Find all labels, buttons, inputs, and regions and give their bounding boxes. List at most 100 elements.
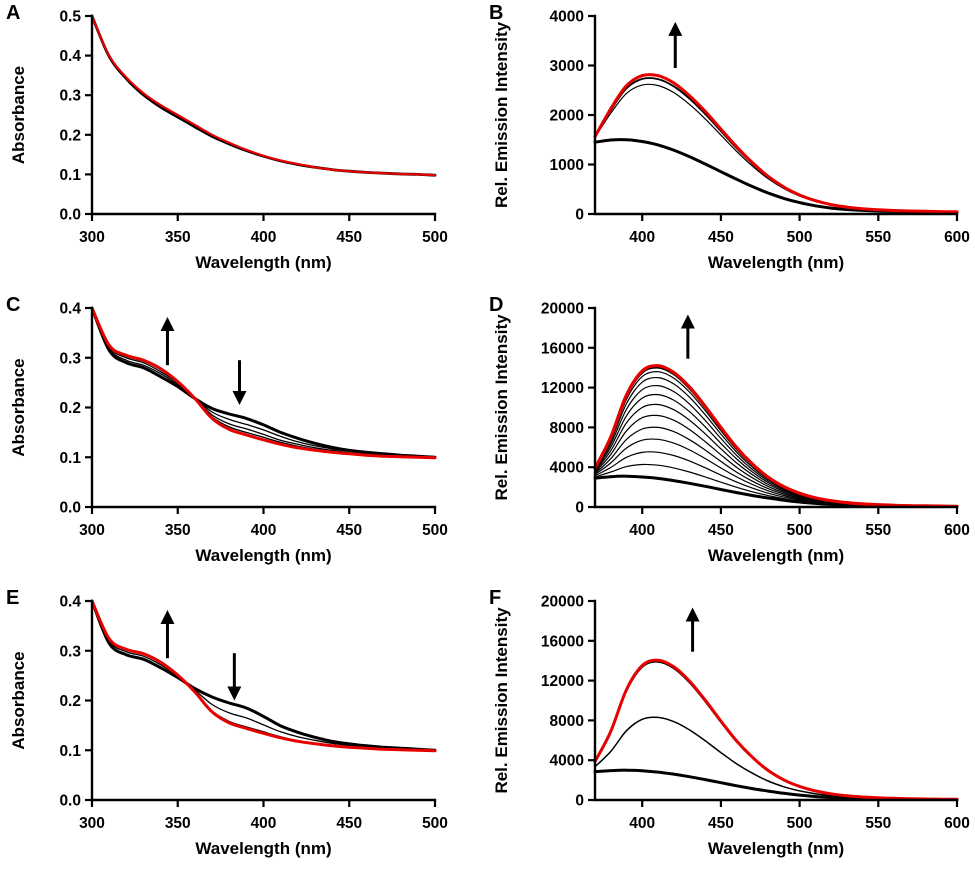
axes: 400 450 500 550 600 0 4000 8000 12000 16000 20000 W… [492, 301, 970, 566]
series-titration-1 [594, 83, 958, 213]
arrow-head [232, 391, 247, 405]
x-axis-label: Wavelength (nm) [195, 839, 331, 858]
x-tick-label: 500 [422, 229, 448, 246]
series-titration-2 [91, 307, 436, 459]
y-tick-label: 1000 [550, 157, 584, 174]
x-tick-label: 600 [944, 815, 970, 832]
y-tick-label: 0.2 [59, 693, 81, 710]
absorbance-chart-c: 300 350 400 450 500 0.0 0.1 0.2 0.3 0.4 Wavelength… [0, 292, 483, 585]
panel-label-e: E [6, 587, 20, 609]
x-tick-label: 600 [944, 229, 970, 246]
y-tick-label: 12000 [541, 673, 584, 690]
series-titration-2 [594, 660, 958, 801]
y-tick-label: 0.3 [59, 643, 81, 660]
chart-svg-A: 300 350 400 450 500 0.0 0.1 0.2 0.3 0.4 0.5 Wavelen… [9, 9, 448, 273]
y-tick-label: 0.3 [59, 88, 81, 105]
emission-chart-b: 400 450 500 550 600 0 1000 2000 3000 4000 Waveleng… [483, 0, 975, 292]
x-tick-label: 400 [629, 229, 655, 246]
absorbance-chart-a: 300 350 400 450 500 0.0 0.1 0.2 0.3 0.4 0.5 Wavelen… [0, 0, 483, 292]
series-lines [90, 306, 437, 460]
series-lines [90, 14, 437, 177]
chart-svg-B: 400 450 500 550 600 0 1000 2000 3000 4000 Waveleng… [492, 9, 970, 273]
series-titration-2 [594, 77, 958, 213]
x-tick-label: 500 [787, 815, 813, 832]
y-tick-label: 0.3 [59, 350, 81, 367]
y-axis-label: Absorbance [9, 651, 28, 749]
x-tick-label: 300 [79, 815, 105, 832]
y-tick-label: 4000 [550, 9, 584, 26]
y-tick-label: 2000 [550, 108, 584, 125]
x-tick-label: 500 [787, 522, 813, 539]
axes: 400 450 500 550 600 0 1000 2000 3000 4000 Waveleng… [492, 9, 970, 273]
x-tick-label: 550 [865, 229, 891, 246]
axis-spines [90, 14, 437, 216]
x-tick-label: 350 [165, 815, 191, 832]
y-tick-label: 8000 [550, 713, 584, 730]
y-tick-label: 8000 [550, 420, 584, 437]
y-tick-label: 4000 [550, 753, 584, 770]
y-tick-label: 0.1 [59, 743, 81, 760]
y-tick-label: 0 [575, 207, 584, 224]
y-tick-label: 0.1 [59, 167, 81, 184]
x-tick-label: 350 [165, 522, 191, 539]
y-tick-label: 20000 [541, 594, 584, 611]
series-titration-3 [594, 438, 958, 508]
series-final-spectrum [90, 306, 437, 460]
chart-svg-C: 300 350 400 450 500 0.0 0.1 0.2 0.3 0.4 Wavelength… [9, 301, 448, 566]
y-axis-label: Absorbance [9, 66, 28, 164]
x-tick-label: 400 [251, 815, 277, 832]
y-tick-label: 16000 [541, 340, 584, 357]
x-axis-label: Wavelength (nm) [708, 839, 844, 858]
y-tick-label: 0 [575, 793, 584, 810]
y-tick-label: 4000 [550, 460, 584, 477]
panel-D: D 400 450 500 550 600 0 4000 8000 12000 16000 2000… [483, 292, 975, 585]
series-final-spectrum [593, 73, 959, 214]
x-tick-label: 450 [708, 229, 734, 246]
arrow-head [668, 21, 683, 36]
x-axis-label: Wavelength (nm) [195, 546, 331, 565]
x-tick-label: 450 [336, 815, 362, 832]
absorbance-chart-e: 300 350 400 450 500 0.0 0.1 0.2 0.3 0.4 Wavelength… [0, 585, 483, 878]
y-axis-label: Absorbance [9, 358, 28, 456]
series-titration-1 [91, 600, 436, 751]
x-tick-label: 400 [629, 522, 655, 539]
series-initial-spectrum [593, 138, 959, 214]
y-tick-label: 3000 [550, 58, 584, 75]
x-tick-label: 400 [251, 229, 277, 246]
arrow-annotations [680, 314, 695, 359]
series-final-spectrum [593, 658, 959, 801]
y-tick-label: 12000 [541, 380, 584, 397]
y-axis-label: Rel. Emission Intensity [492, 607, 511, 794]
y-tick-label: 16000 [541, 633, 584, 650]
y-tick-label: 0.5 [59, 9, 81, 26]
x-tick-label: 400 [629, 815, 655, 832]
series-titration-3 [91, 307, 436, 459]
axes: 400 450 500 550 600 0 4000 8000 12000 16000 20000 W… [492, 594, 970, 859]
series-initial-spectrum [90, 599, 437, 752]
panel-label-c: C [6, 294, 21, 316]
x-tick-label: 500 [787, 229, 813, 246]
x-tick-label: 550 [865, 815, 891, 832]
arrow-annotations [668, 21, 683, 68]
arrow-head [680, 314, 695, 329]
arrow-head [160, 610, 175, 624]
y-tick-label: 0.4 [59, 594, 81, 611]
x-tick-label: 500 [422, 522, 448, 539]
series-lines [593, 658, 959, 801]
x-tick-label: 400 [251, 522, 277, 539]
panel-E: E 300 350 400 450 500 0.0 0.1 0.2 0.3 0.4 Waveleng… [0, 585, 483, 878]
panel-label-a: A [6, 2, 21, 24]
chart-svg-F: 400 450 500 550 600 0 4000 8000 12000 16000 20000 W… [492, 594, 970, 859]
arrow-annotations [685, 607, 700, 652]
series-titration-1 [594, 716, 958, 801]
y-tick-label: 0.1 [59, 450, 81, 467]
series-lines [593, 73, 959, 214]
y-axis-label: Rel. Emission Intensity [492, 314, 511, 501]
y-tick-label: 0.4 [59, 301, 81, 318]
series-initial-spectrum [90, 306, 437, 459]
emission-chart-d: 400 450 500 550 600 0 4000 8000 12000 16000 20000 W… [483, 292, 975, 585]
x-tick-label: 450 [708, 815, 734, 832]
axis-spines [90, 599, 437, 802]
series-final-spectrum [593, 364, 959, 508]
